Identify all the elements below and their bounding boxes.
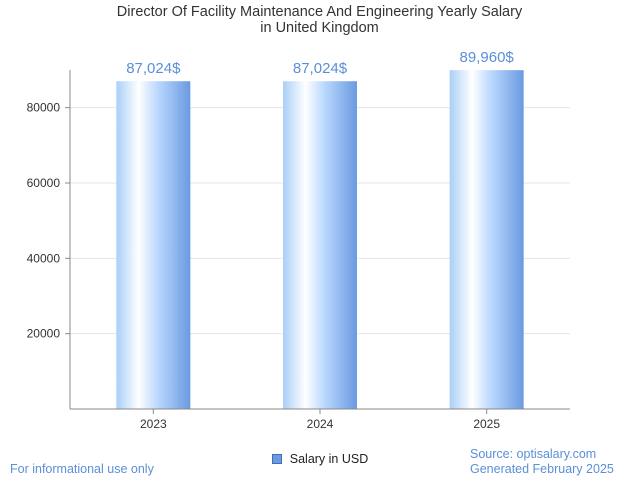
bar-2025[interactable] <box>449 70 524 409</box>
y-tick-label: 80000 <box>27 101 61 115</box>
bars-layer <box>116 70 524 410</box>
bar-2023[interactable] <box>116 81 191 410</box>
y-tick-label: 20000 <box>27 327 61 341</box>
footer-disclaimer: For informational use only <box>10 462 154 476</box>
legend-label: Salary in USD <box>289 452 369 466</box>
chart-title-line-2: in United Kingdom <box>260 20 379 36</box>
x-tick-label: 2024 <box>307 417 334 431</box>
axis-layer: 20000 40000 60000 80000 2023 2024 2025 <box>27 70 570 431</box>
footer-source: Source: optisalary.com <box>470 447 597 461</box>
legend[interactable]: Salary in USD <box>262 447 378 471</box>
labels-layer: 87,024$ 87,024$ 89,960$ <box>126 49 514 77</box>
x-tick-label: 2023 <box>140 417 167 431</box>
x-tick-label: 2025 <box>473 417 500 431</box>
legend-swatch-icon <box>271 454 282 464</box>
bar-2024[interactable] <box>283 81 357 410</box>
y-tick-label: 40000 <box>27 251 61 265</box>
bar-value-label: 87,024$ <box>293 60 348 77</box>
chart-title: Director Of Facility Maintenance And Eng… <box>0 4 639 36</box>
footer-generated: Generated February 2025 <box>470 462 614 476</box>
bar-value-label: 87,024$ <box>126 60 181 77</box>
footer-source-block: Source: optisalary.com Generated Februar… <box>470 447 614 477</box>
chart-title-line-1: Director Of Facility Maintenance And Eng… <box>116 4 523 20</box>
bar-value-label: 89,960$ <box>460 49 515 66</box>
y-tick-label: 60000 <box>27 176 61 190</box>
